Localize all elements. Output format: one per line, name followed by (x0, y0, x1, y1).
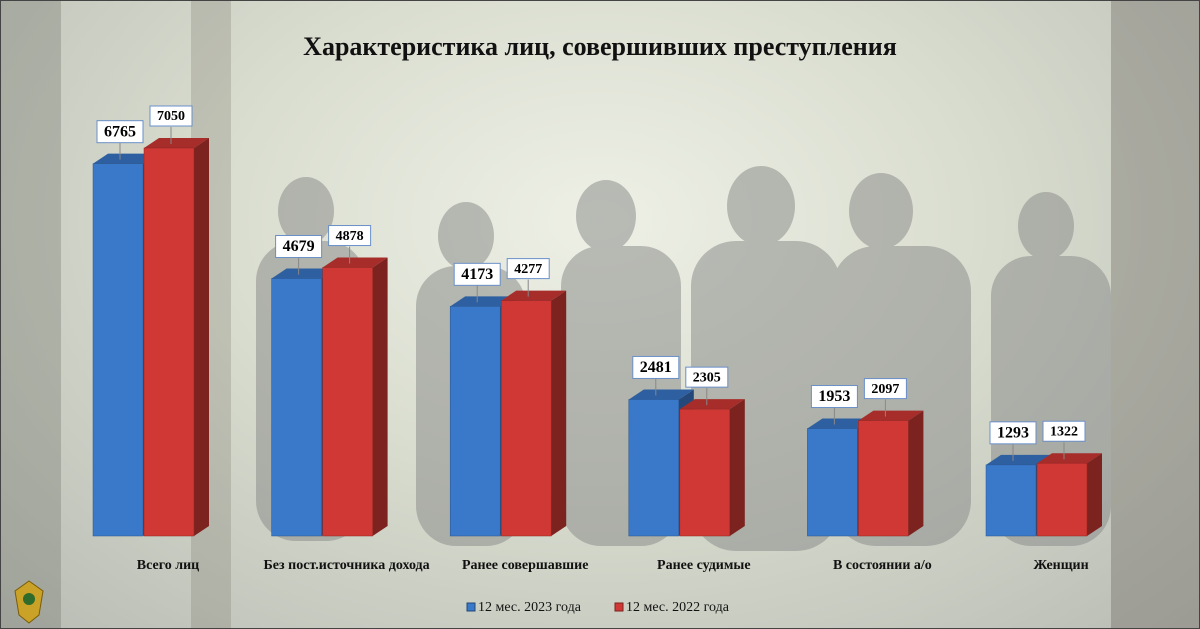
value-label: 4878 (336, 229, 364, 244)
value-label: 2305 (693, 370, 721, 385)
bar-front (449, 306, 501, 537)
bar-front (271, 278, 322, 537)
bar-front (628, 399, 680, 537)
value-label-box (149, 105, 193, 127)
bar-front (858, 420, 909, 537)
bar-top (271, 268, 337, 279)
chart-title: Характеристика лиц, совершивших преступл… (303, 32, 897, 61)
bar-front (1036, 462, 1088, 537)
value-label: 1953 (818, 388, 850, 405)
emblem (14, 580, 44, 624)
value-label: 6765 (104, 123, 136, 140)
value-label-box (1042, 420, 1086, 442)
value-label: 2097 (871, 382, 899, 397)
bar-front (679, 408, 731, 537)
value-label: 1322 (1050, 424, 1078, 439)
bar-top (628, 389, 694, 400)
x-tick-label: В состоянии а/о (832, 558, 932, 573)
value-label-box (96, 120, 144, 144)
bar-top (322, 257, 388, 268)
bar (500, 290, 567, 537)
legend-swatch (466, 602, 476, 612)
bar-side (194, 138, 209, 536)
value-label-box (863, 378, 907, 400)
bar-front (985, 464, 1037, 537)
bar (679, 399, 745, 537)
x-tick-label: Без пост.источника дохода (263, 558, 430, 573)
value-label-box (989, 421, 1037, 445)
bar (143, 138, 209, 537)
value-label: 1293 (997, 425, 1029, 442)
value-label-box (453, 262, 501, 286)
bar-side (1087, 453, 1102, 536)
bar-top (679, 399, 745, 410)
legend-label: 12 мес. 2022 года (626, 600, 730, 615)
bar-top (144, 138, 209, 148)
x-tick-label: Ранее совершавшие (461, 558, 589, 573)
value-label-box (275, 234, 323, 258)
value-label-box (685, 366, 729, 388)
value-label-box (632, 355, 680, 379)
bar-top (807, 418, 873, 429)
x-tick-label: Женщин (1033, 558, 1089, 573)
bar-front (500, 300, 552, 537)
bar-top (858, 410, 924, 421)
bar-side (729, 399, 745, 536)
value-label-box (328, 225, 372, 247)
bar (858, 410, 924, 537)
value-label-box (810, 385, 858, 409)
value-label: 4173 (461, 266, 493, 283)
bar-side (372, 257, 388, 536)
bar-side (551, 290, 567, 536)
bar-top (450, 296, 516, 307)
bar-side (908, 410, 924, 536)
x-tick-label: Всего лиц (136, 558, 200, 573)
value-label: 4679 (283, 238, 315, 255)
legend-swatch (614, 602, 624, 612)
bar-front (143, 147, 195, 537)
value-label-box (506, 258, 550, 280)
value-label: 2481 (640, 359, 672, 376)
bar-top (1037, 453, 1102, 464)
legend-label: 12 мес. 2023 года (478, 600, 582, 615)
bar (322, 257, 388, 537)
bar-top (501, 290, 567, 301)
x-tick-label: Ранее судимые (657, 558, 751, 573)
bar-front (807, 428, 858, 537)
value-label: 7050 (157, 109, 185, 124)
bar-top (93, 153, 158, 164)
value-label: 4277 (514, 262, 542, 277)
bar (1036, 453, 1102, 537)
bar-front (92, 163, 144, 537)
bar-top (986, 454, 1051, 465)
bar-front (322, 267, 373, 537)
